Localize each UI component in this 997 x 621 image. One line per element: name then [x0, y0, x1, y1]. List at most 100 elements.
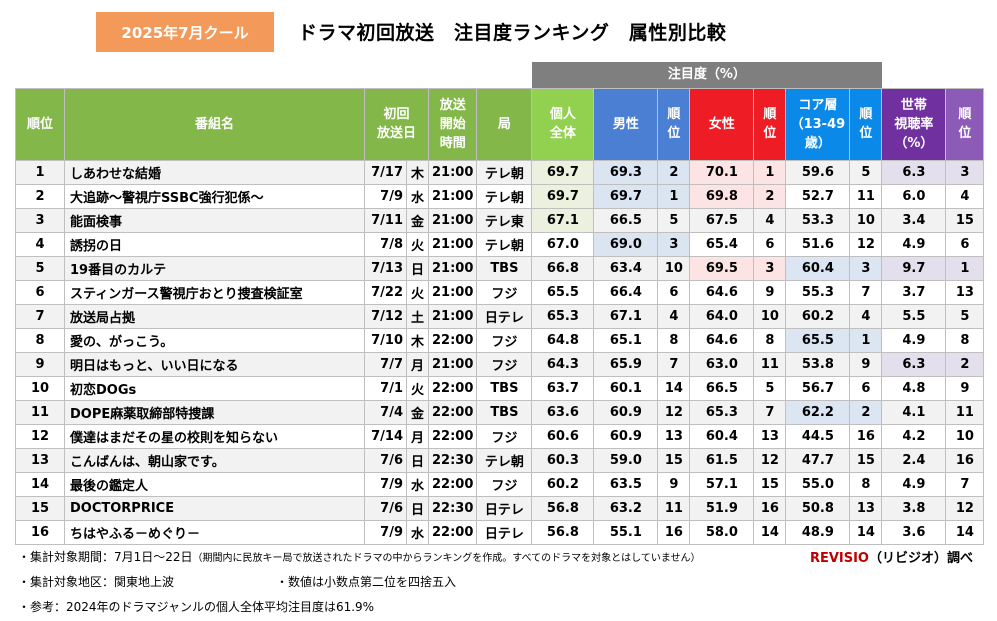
station: フジ [476, 351, 533, 377]
core-score: 44.5 [785, 423, 851, 449]
start-time: 22:30 [427, 447, 478, 473]
air-date: 7/14 [364, 423, 407, 449]
program-name: ちはやふる－めぐり－ [64, 519, 365, 545]
table-row: 3 能面検事 7/11 金 21:00 テレ東 67.1 66.5 5 67.5 4 53.3 10 3.… [15, 207, 985, 233]
household-rank: 5 [945, 303, 985, 329]
air-date: 7/17 [364, 159, 407, 185]
program-name: 最後の鑑定人 [64, 471, 365, 497]
male-score: 67.1 [593, 303, 659, 329]
table-row: 9 明日はもっと、いい日になる 7/7 月 21:00 フジ 64.3 65.9 7 63.0 11… [15, 351, 985, 377]
air-date: 7/11 [364, 207, 407, 233]
household-rating: 2.4 [881, 447, 947, 473]
start-time: 22:30 [427, 495, 478, 521]
household-rating: 5.5 [881, 303, 947, 329]
page-title: ドラマ初回放送 注目度ランキング 属性別比較 [298, 22, 727, 44]
individual-score: 63.6 [531, 399, 595, 425]
household-rank: 7 [945, 471, 985, 497]
male-rank: 2 [657, 159, 691, 185]
row-rank: 16 [15, 519, 65, 545]
male-score: 69.0 [593, 231, 659, 257]
air-date: 7/1 [364, 375, 407, 401]
program-name: 能面検事 [64, 207, 365, 233]
row-rank: 15 [15, 495, 65, 521]
female-score: 70.1 [689, 159, 755, 185]
program-name: 初恋DOGs [64, 375, 365, 401]
male-rank: 4 [657, 303, 691, 329]
female-score: 69.5 [689, 255, 755, 281]
start-time: 21:00 [427, 231, 478, 257]
household-rank: 13 [945, 279, 985, 305]
individual-score: 60.3 [531, 447, 595, 473]
female-score: 69.8 [689, 183, 755, 209]
male-rank: 16 [657, 519, 691, 545]
table-row: 8 愛の、がっこう。 7/10 木 22:00 フジ 64.8 65.1 8 64.6 8 65.5 1… [15, 327, 985, 353]
household-rank: 10 [945, 423, 985, 449]
day-of-week: 月 [406, 351, 429, 377]
male-score: 69.3 [593, 159, 659, 185]
household-rating: 3.6 [881, 519, 947, 545]
station: 日テレ [476, 519, 533, 545]
header-core-rank: 順 位 [849, 87, 883, 161]
household-rank: 11 [945, 399, 985, 425]
male-rank: 14 [657, 375, 691, 401]
day-of-week: 金 [406, 207, 429, 233]
core-score: 47.7 [785, 447, 851, 473]
female-score: 64.0 [689, 303, 755, 329]
female-rank: 14 [753, 519, 787, 545]
start-time: 22:00 [427, 399, 478, 425]
household-rank: 4 [945, 183, 985, 209]
core-score: 60.4 [785, 255, 851, 281]
program-name: DOPE麻薬取締部特捜課 [64, 399, 365, 425]
female-rank: 11 [753, 351, 787, 377]
male-score: 63.5 [593, 471, 659, 497]
start-time: 21:00 [427, 303, 478, 329]
start-time: 21:00 [427, 183, 478, 209]
core-rank: 10 [849, 207, 883, 233]
station: フジ [476, 423, 533, 449]
air-date: 7/9 [364, 471, 407, 497]
air-date: 7/10 [364, 327, 407, 353]
air-date: 7/9 [364, 519, 407, 545]
female-rank: 5 [753, 375, 787, 401]
header-station: 局 [476, 87, 533, 161]
male-rank: 6 [657, 279, 691, 305]
row-rank: 1 [15, 159, 65, 185]
household-rank: 9 [945, 375, 985, 401]
program-name: 19番目のカルテ [64, 255, 365, 281]
program-name: 誘拐の日 [64, 231, 365, 257]
row-rank: 14 [15, 471, 65, 497]
female-rank: 13 [753, 423, 787, 449]
header-male-rank: 順 位 [657, 87, 691, 161]
program-name: 大追跡～警視庁SSBC強行犯係～ [64, 183, 365, 209]
row-rank: 10 [15, 375, 65, 401]
brand-suffix: （リビジオ）調べ [868, 551, 973, 566]
station: TBS [476, 375, 533, 401]
station: テレ朝 [476, 183, 533, 209]
row-rank: 6 [15, 279, 65, 305]
day-of-week: 火 [406, 279, 429, 305]
header-program: 番組名 [64, 87, 365, 161]
row-rank: 3 [15, 207, 65, 233]
core-rank: 8 [849, 471, 883, 497]
individual-score: 63.7 [531, 375, 595, 401]
household-rank: 15 [945, 207, 985, 233]
table-row: 4 誘拐の日 7/8 火 21:00 テレ朝 67.0 69.0 3 65.4 6 51.6 12 4.9… [15, 231, 985, 257]
male-score: 65.9 [593, 351, 659, 377]
attention-group-header: 注目度（%） [531, 62, 882, 88]
table-row: 5 19番目のカルテ 7/13 日 21:00 TBS 66.8 63.4 10 69.5 3 60.… [15, 255, 985, 281]
household-rating: 3.8 [881, 495, 947, 521]
day-of-week: 水 [406, 519, 429, 545]
core-rank: 6 [849, 375, 883, 401]
header-male: 男性 [593, 87, 659, 161]
station: テレ朝 [476, 159, 533, 185]
core-rank: 13 [849, 495, 883, 521]
household-rating: 4.1 [881, 399, 947, 425]
header-female-rank: 順 位 [753, 87, 787, 161]
individual-score: 56.8 [531, 495, 595, 521]
core-rank: 3 [849, 255, 883, 281]
day-of-week: 木 [406, 159, 429, 185]
male-rank: 10 [657, 255, 691, 281]
air-date: 7/8 [364, 231, 407, 257]
station: テレ朝 [476, 231, 533, 257]
male-score: 59.0 [593, 447, 659, 473]
